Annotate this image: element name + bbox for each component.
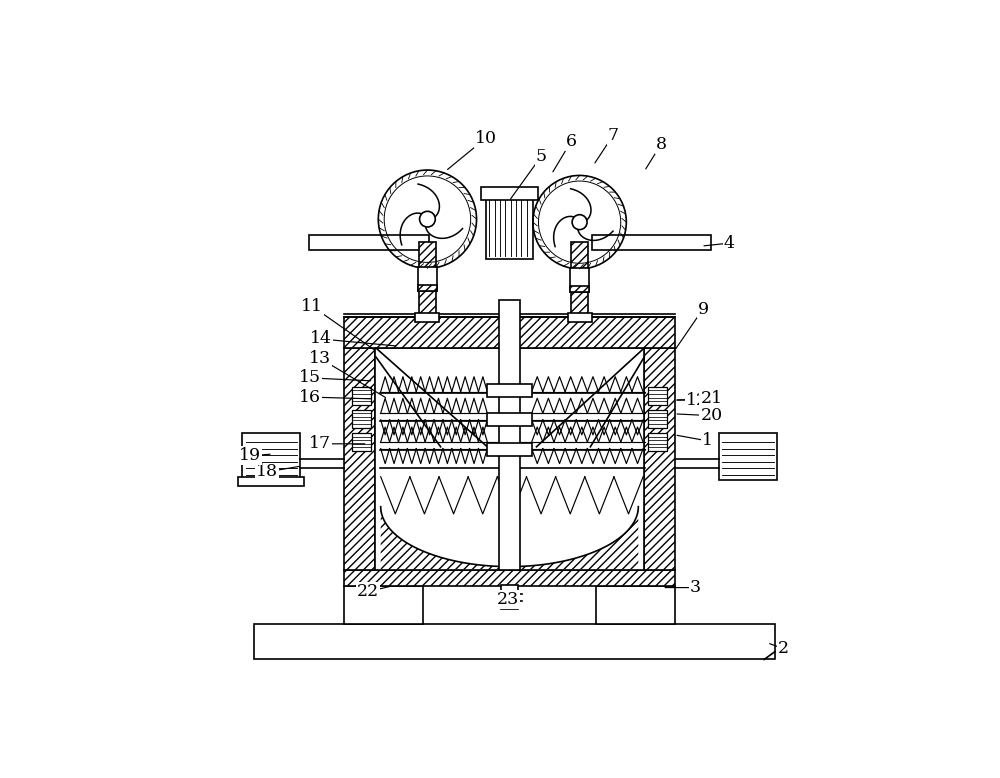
Bar	[648, 433, 667, 451]
Bar	[571, 242, 588, 317]
Text: 2: 2	[778, 640, 789, 657]
Bar	[648, 387, 667, 405]
Bar	[309, 235, 429, 251]
Text: 3: 3	[690, 579, 701, 596]
Bar	[568, 313, 592, 322]
Text: 4: 4	[724, 235, 735, 251]
Bar	[487, 412, 532, 426]
Text: 13: 13	[309, 349, 331, 366]
Bar	[487, 384, 532, 397]
Text: 20: 20	[700, 407, 722, 424]
Bar	[486, 196, 533, 259]
Text: 12: 12	[686, 391, 708, 408]
Bar	[375, 348, 644, 569]
Text: 5: 5	[536, 148, 547, 165]
Bar	[344, 569, 675, 587]
Bar	[501, 584, 518, 608]
Bar	[644, 348, 675, 569]
Bar	[238, 477, 304, 485]
Text: 9: 9	[697, 300, 709, 317]
Circle shape	[420, 212, 435, 227]
Bar	[499, 300, 520, 569]
Text: 16: 16	[299, 388, 321, 405]
Bar	[415, 313, 439, 322]
Bar	[570, 286, 589, 292]
Bar	[648, 410, 667, 428]
Text: 18: 18	[256, 464, 278, 481]
Bar	[254, 623, 775, 660]
Bar	[344, 587, 423, 623]
Bar	[487, 443, 532, 456]
Text: 22: 22	[356, 584, 379, 601]
Text: 10: 10	[475, 130, 497, 147]
Text: 23: 23	[497, 591, 519, 608]
Text: 17: 17	[309, 436, 331, 452]
Bar	[352, 387, 371, 405]
Text: 8: 8	[656, 136, 667, 152]
Bar	[596, 587, 675, 623]
Text: 21: 21	[700, 391, 722, 408]
Bar	[481, 187, 538, 200]
Bar	[352, 410, 371, 428]
Bar	[352, 433, 371, 451]
Bar	[418, 285, 437, 291]
Bar	[592, 235, 711, 251]
Bar	[344, 317, 675, 348]
Bar	[344, 348, 375, 569]
Bar	[719, 433, 777, 480]
Text: 6: 6	[566, 133, 577, 150]
Text: 11: 11	[301, 297, 323, 314]
Bar	[570, 268, 589, 292]
Text: 15: 15	[299, 370, 321, 387]
Text: 19: 19	[239, 447, 261, 464]
Circle shape	[572, 215, 587, 230]
Bar	[242, 433, 300, 480]
Text: 14: 14	[310, 331, 332, 348]
Text: 1: 1	[702, 433, 713, 450]
Bar	[375, 510, 644, 569]
Bar	[418, 267, 437, 291]
Text: 7: 7	[608, 127, 619, 144]
Bar	[419, 242, 436, 317]
